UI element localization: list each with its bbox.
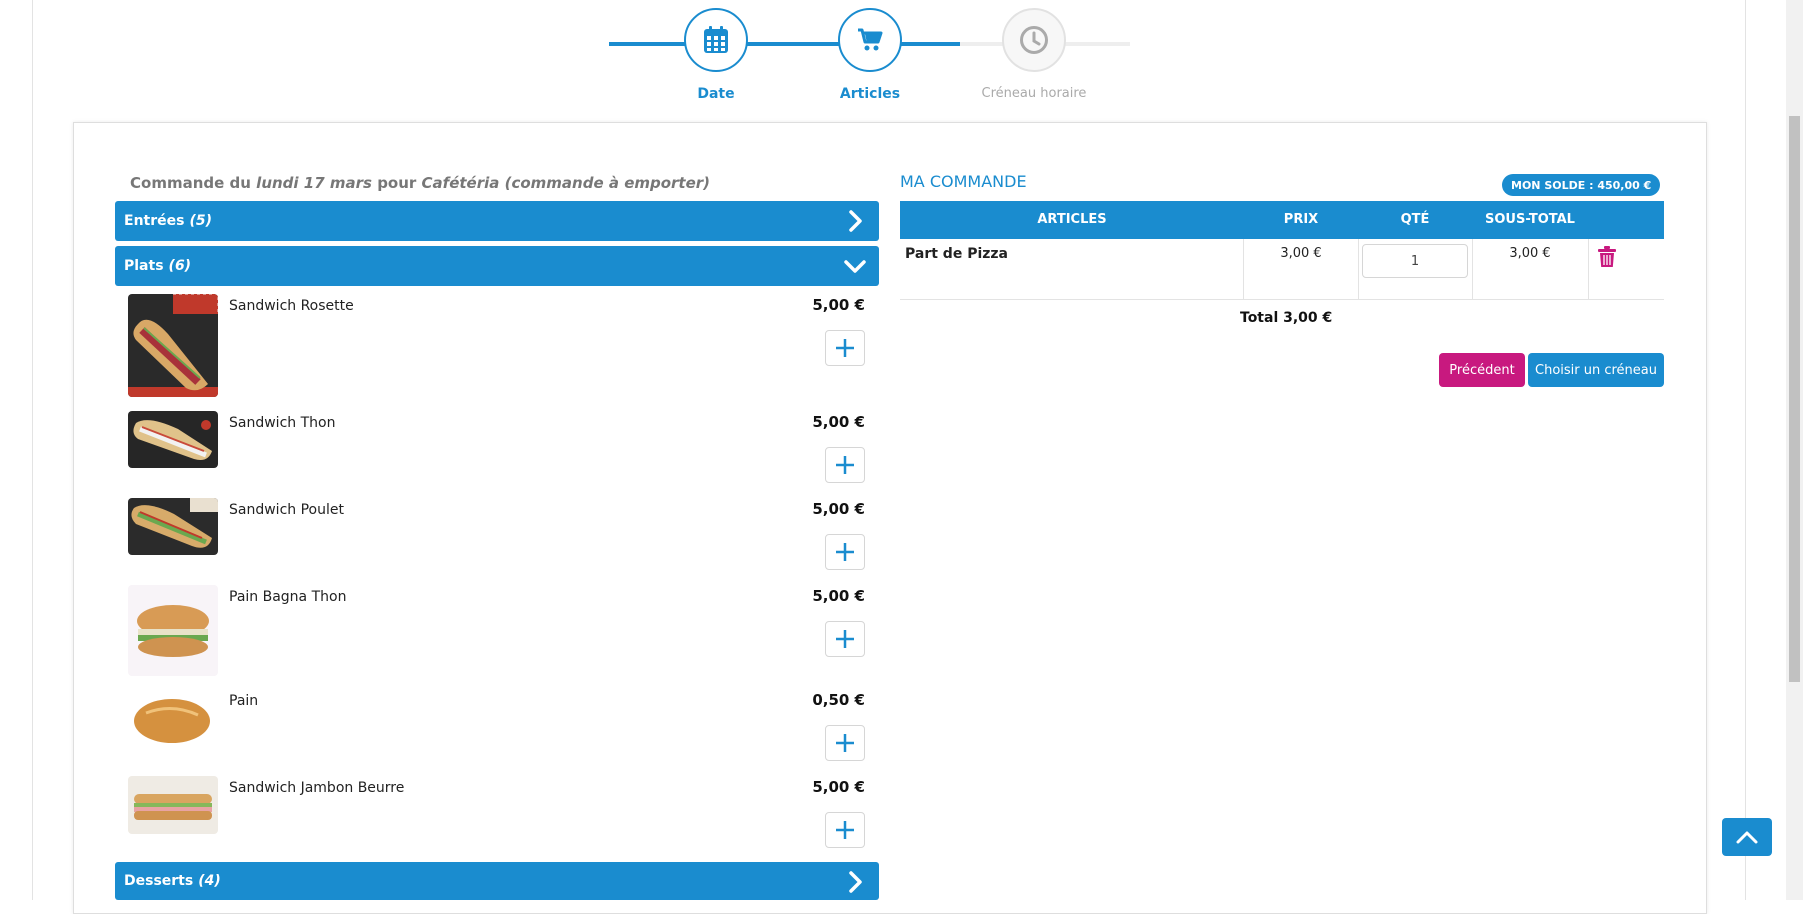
product-item: Sandwich Thon 5,00 €	[128, 411, 880, 491]
category-plats-count: (6)	[168, 258, 192, 274]
step-line	[609, 42, 727, 46]
cart-icon	[858, 28, 883, 51]
step-line	[910, 42, 960, 46]
scrollbar[interactable]	[1786, 0, 1803, 900]
product-name: Sandwich Rosette	[229, 298, 354, 314]
product-image	[128, 498, 218, 555]
add-to-cart-button[interactable]	[825, 534, 865, 570]
step-articles-label: Articles	[839, 86, 901, 102]
order-heading-prefix: Commande du	[130, 174, 251, 192]
back-to-top-button[interactable]	[1722, 818, 1772, 856]
plus-icon	[836, 456, 854, 474]
add-to-cart-button[interactable]	[825, 621, 865, 657]
plus-icon	[836, 543, 854, 561]
order-article: Part de Pizza	[905, 246, 1008, 262]
product-name: Sandwich Thon	[229, 415, 336, 431]
product-item: Pain 0,50 €	[128, 689, 880, 771]
product-name: Pain	[229, 693, 259, 709]
product-item: Sandwich Jambon Beurre 5,00 €	[128, 776, 880, 856]
product-item: Sandwich Poulet 5,00 €	[128, 498, 880, 578]
product-name: Sandwich Jambon Beurre	[229, 780, 405, 796]
step-articles-circle[interactable]	[838, 8, 902, 72]
step-line	[730, 42, 910, 46]
order-total: Total 3,00 €	[1240, 310, 1333, 326]
clock-icon	[1020, 26, 1048, 54]
product-price: 5,00 €	[812, 500, 865, 518]
product-image	[128, 294, 218, 397]
order-place: Cafétéria (commande à emporter)	[421, 174, 711, 192]
col-sous-total: SOUS-TOTAL	[1485, 212, 1575, 227]
category-desserts-label: Desserts	[124, 873, 194, 889]
previous-button[interactable]: Précédent	[1439, 353, 1525, 387]
step-date-label: Date	[697, 86, 735, 102]
product-item: Pain Bagna Thon 5,00 €	[128, 585, 880, 681]
step-date[interactable]: Date	[656, 8, 776, 102]
balance-badge: MON SOLDE : 450,00 €	[1502, 174, 1661, 196]
step-articles[interactable]: Articles	[810, 8, 930, 102]
my-order-title: MA COMMANDE	[900, 172, 1027, 191]
plus-icon	[836, 734, 854, 752]
step-creneau-label: Créneau horaire	[981, 86, 1087, 101]
product-image	[128, 776, 218, 834]
scrollbar-thumb[interactable]	[1789, 116, 1800, 682]
product-price: 5,00 €	[812, 778, 865, 796]
add-to-cart-button[interactable]	[825, 447, 865, 483]
divider	[1588, 239, 1589, 299]
col-articles: ARTICLES	[1037, 212, 1107, 227]
chevron-up-icon	[1736, 831, 1758, 844]
chevron-right-icon	[849, 871, 862, 893]
divider	[1358, 239, 1359, 299]
product-name: Pain Bagna Thon	[229, 589, 347, 605]
col-prix: PRIX	[1283, 212, 1319, 227]
category-plats-label: Plats	[124, 258, 164, 274]
trash-icon	[1598, 246, 1616, 267]
chevron-down-icon	[844, 260, 866, 273]
order-table: ARTICLES PRIX QTÉ SOUS-TOTAL Part de Piz…	[900, 201, 1664, 300]
add-to-cart-button[interactable]	[825, 330, 865, 366]
delete-button[interactable]	[1597, 246, 1617, 306]
add-to-cart-button[interactable]	[825, 812, 865, 848]
category-entrees-label: Entrées	[124, 213, 185, 229]
quantity-input[interactable]	[1362, 244, 1468, 278]
order-heading-middle: pour	[377, 174, 417, 192]
category-entrees[interactable]: Entrées (5)	[115, 201, 879, 241]
category-entrees-count: (5)	[189, 213, 212, 229]
product-price: 5,00 €	[812, 296, 865, 314]
order-price: 3,00 €	[1280, 246, 1322, 261]
product-price: 5,00 €	[812, 587, 865, 605]
plus-icon	[836, 821, 854, 839]
choose-slot-button[interactable]: Choisir un créneau	[1528, 353, 1664, 387]
calendar-icon	[704, 26, 728, 53]
checkout-stepper: Date Articles Créneau horaire	[600, 0, 1140, 120]
product-image	[128, 585, 218, 676]
divider	[1243, 239, 1244, 299]
plus-icon	[836, 339, 854, 357]
divider	[1472, 239, 1473, 299]
product-price: 5,00 €	[812, 413, 865, 431]
category-desserts[interactable]: Desserts (4)	[115, 862, 879, 900]
category-desserts-count: (4)	[198, 873, 221, 889]
product-image	[128, 411, 218, 468]
order-date: lundi 17 mars	[256, 174, 372, 192]
order-row: Part de Pizza 3,00 € 3,00 €	[900, 239, 1664, 300]
add-to-cart-button[interactable]	[825, 725, 865, 761]
step-creneau[interactable]: Créneau horaire	[974, 8, 1094, 101]
order-table-header: ARTICLES PRIX QTÉ SOUS-TOTAL	[900, 201, 1664, 239]
step-date-circle[interactable]	[684, 8, 748, 72]
plus-icon	[836, 630, 854, 648]
product-price: 0,50 €	[812, 691, 865, 709]
chevron-right-icon	[849, 210, 862, 232]
step-creneau-circle[interactable]	[1002, 8, 1066, 72]
product-name: Sandwich Poulet	[229, 502, 344, 518]
product-image	[128, 689, 218, 753]
order-heading: Commande du lundi 17 mars pour Cafétéria…	[130, 174, 710, 192]
category-plats[interactable]: Plats (6)	[115, 246, 879, 286]
col-qte: QTÉ	[1400, 212, 1430, 227]
product-item: Sandwich Rosette 5,00 €	[128, 294, 880, 398]
order-subtotal: 3,00 €	[1509, 246, 1551, 261]
